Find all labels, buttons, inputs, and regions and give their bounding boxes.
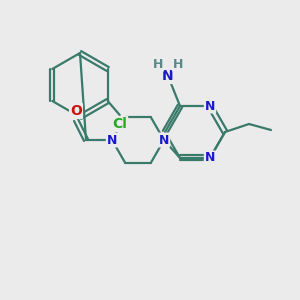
Text: O: O: [70, 104, 82, 118]
Text: N: N: [159, 134, 169, 146]
Text: N: N: [107, 134, 117, 146]
Text: H: H: [153, 58, 163, 70]
Text: H: H: [173, 58, 183, 70]
Text: N: N: [162, 69, 174, 83]
Text: Cl: Cl: [112, 117, 127, 131]
Text: N: N: [205, 152, 215, 164]
Text: N: N: [205, 100, 215, 112]
